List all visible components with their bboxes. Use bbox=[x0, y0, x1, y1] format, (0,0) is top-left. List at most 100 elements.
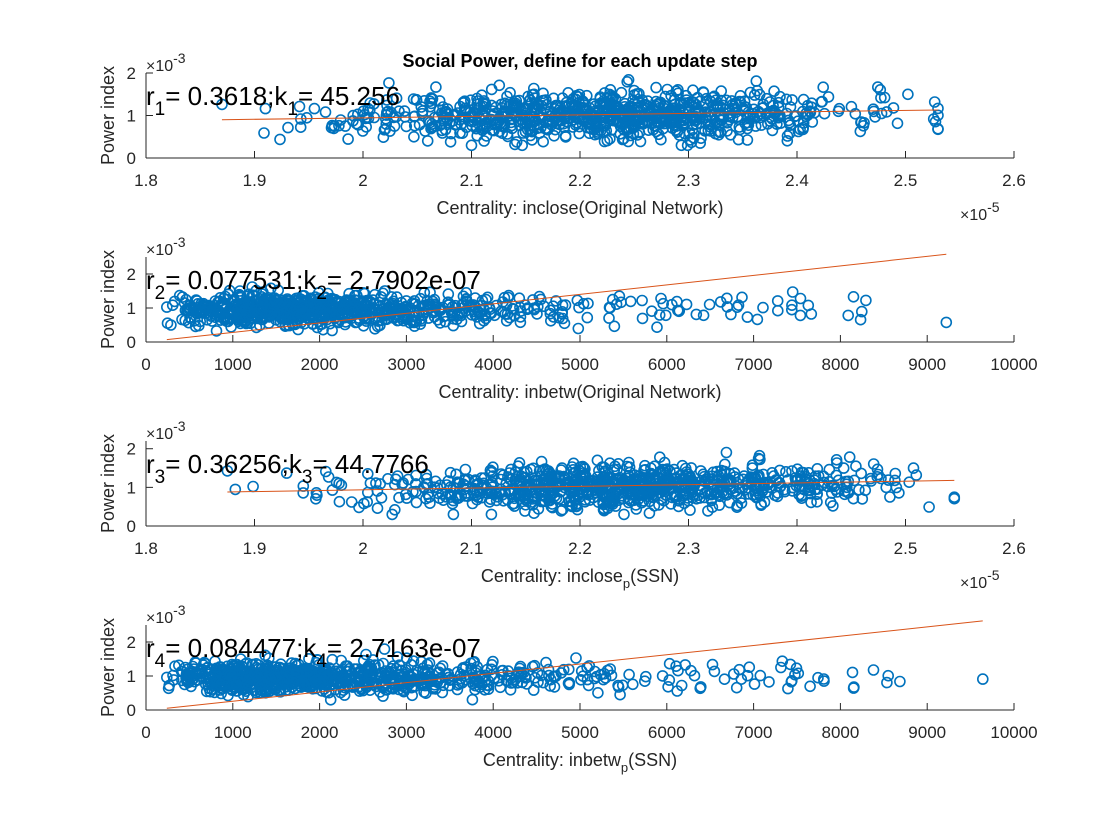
data-point bbox=[894, 675, 906, 688]
x-tick-label: 2.5 bbox=[894, 171, 918, 190]
data-point bbox=[544, 494, 556, 507]
data-point bbox=[189, 320, 202, 333]
data-point bbox=[247, 480, 259, 493]
data-point bbox=[294, 121, 307, 133]
data-point bbox=[458, 95, 471, 107]
data-point bbox=[296, 305, 309, 317]
data-point bbox=[202, 678, 214, 691]
data-point bbox=[421, 294, 434, 307]
data-point bbox=[447, 508, 460, 521]
data-point bbox=[754, 453, 766, 466]
data-point bbox=[422, 312, 435, 324]
data-point bbox=[340, 673, 352, 686]
data-point bbox=[750, 75, 763, 87]
data-point bbox=[575, 665, 588, 677]
x-tick-label: 0 bbox=[141, 723, 150, 742]
x-tick-label: 2.2 bbox=[568, 171, 592, 190]
data-point bbox=[161, 671, 173, 684]
x-tick-label: 2.6 bbox=[1002, 171, 1026, 190]
y-tick-label: 1 bbox=[127, 107, 136, 126]
data-point bbox=[360, 315, 373, 327]
data-point bbox=[769, 489, 781, 502]
data-point bbox=[466, 119, 478, 132]
data-point bbox=[390, 291, 403, 303]
data-point bbox=[611, 472, 623, 485]
data-point bbox=[258, 127, 270, 139]
data-point bbox=[891, 117, 904, 130]
data-point bbox=[384, 125, 396, 137]
data-point bbox=[699, 98, 712, 111]
data-point bbox=[513, 94, 526, 107]
x-tick-label: 2.4 bbox=[785, 539, 809, 558]
data-point bbox=[638, 675, 651, 688]
data-point bbox=[601, 102, 614, 115]
data-point bbox=[706, 658, 719, 671]
data-point bbox=[442, 288, 455, 300]
data-point bbox=[643, 507, 656, 519]
data-point bbox=[485, 508, 498, 521]
data-point bbox=[224, 663, 237, 675]
data-point bbox=[774, 90, 786, 103]
data-point bbox=[243, 288, 255, 301]
x-tick-label: 1.9 bbox=[243, 539, 267, 558]
data-point bbox=[444, 466, 457, 479]
data-point bbox=[570, 652, 582, 664]
data-point bbox=[641, 109, 654, 122]
data-point bbox=[577, 112, 590, 124]
data-point bbox=[363, 104, 376, 117]
data-point bbox=[519, 498, 532, 511]
data-point bbox=[859, 484, 872, 497]
data-point bbox=[720, 446, 733, 459]
data-point bbox=[664, 482, 677, 495]
data-point bbox=[580, 89, 593, 102]
data-point bbox=[865, 475, 878, 487]
data-point bbox=[857, 120, 870, 132]
data-point bbox=[582, 297, 594, 310]
data-point bbox=[756, 485, 769, 498]
data-point bbox=[357, 105, 370, 117]
data-point bbox=[817, 81, 830, 93]
data-point bbox=[818, 107, 831, 120]
data-point bbox=[659, 482, 671, 495]
data-point bbox=[702, 505, 714, 517]
data-point bbox=[673, 129, 686, 141]
data-point bbox=[182, 305, 195, 317]
data-point bbox=[408, 131, 420, 143]
data-point bbox=[235, 299, 247, 311]
data-point bbox=[216, 98, 228, 111]
data-point bbox=[509, 138, 521, 151]
data-point bbox=[605, 493, 618, 506]
data-point bbox=[869, 111, 881, 123]
data-point bbox=[772, 111, 785, 124]
data-point bbox=[715, 85, 728, 97]
data-point bbox=[592, 686, 604, 699]
data-point bbox=[682, 472, 694, 485]
data-point bbox=[250, 657, 263, 670]
data-point bbox=[842, 309, 855, 322]
data-point bbox=[589, 100, 602, 112]
data-point bbox=[176, 291, 189, 303]
data-point bbox=[797, 121, 810, 134]
data-point bbox=[264, 673, 277, 685]
data-point bbox=[704, 487, 717, 500]
data-point bbox=[410, 496, 423, 509]
data-point bbox=[675, 139, 688, 152]
fit-annotation: r3= 0.36256;k3= 44.7766 bbox=[146, 449, 429, 488]
data-point bbox=[582, 679, 595, 692]
data-point bbox=[741, 134, 754, 146]
data-point bbox=[268, 292, 281, 304]
data-point bbox=[312, 305, 324, 318]
data-point bbox=[653, 451, 666, 464]
data-point bbox=[805, 496, 817, 509]
data-point bbox=[850, 460, 862, 473]
data-point bbox=[499, 485, 511, 498]
x-tick-label: 3000 bbox=[387, 723, 425, 742]
data-point bbox=[881, 676, 893, 689]
data-point bbox=[209, 311, 222, 324]
data-point bbox=[290, 659, 303, 672]
data-point bbox=[385, 299, 398, 311]
data-point bbox=[385, 666, 398, 678]
data-point bbox=[604, 663, 617, 675]
data-point bbox=[867, 458, 880, 470]
data-point bbox=[468, 655, 481, 668]
